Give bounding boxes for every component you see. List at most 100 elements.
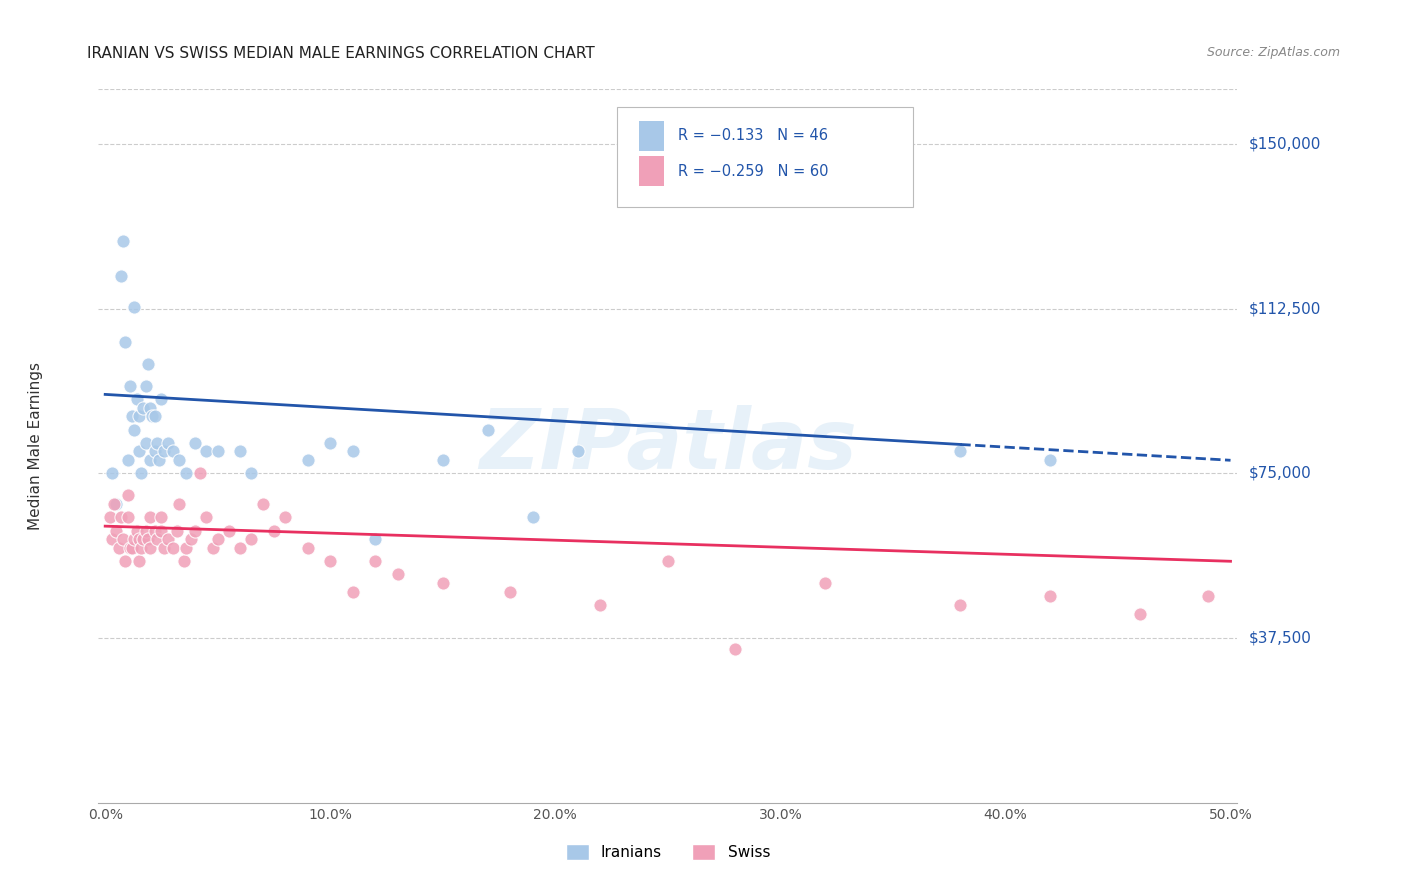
Point [166, 524, 188, 538]
Point [136, 533, 159, 547]
Point [132, 533, 155, 547]
Point [143, 444, 166, 458]
Point [150, 510, 173, 524]
Point [240, 467, 263, 481]
Point [135, 524, 157, 538]
Point [188, 467, 211, 481]
Point [128, 533, 150, 547]
Point [141, 409, 163, 424]
Point [152, 541, 174, 555]
Point [143, 409, 166, 424]
Point [499, 585, 522, 599]
Point [218, 524, 240, 538]
Point [202, 541, 225, 555]
Point [364, 554, 387, 568]
Point [110, 268, 132, 283]
Point [387, 567, 409, 582]
Text: $150,000: $150,000 [1249, 136, 1320, 152]
Text: $37,500: $37,500 [1249, 631, 1312, 646]
Point [1039, 590, 1062, 604]
Point [112, 533, 135, 547]
Point [814, 576, 837, 591]
Point [117, 453, 139, 467]
Point [319, 554, 342, 568]
Point [117, 488, 139, 502]
Text: IRANIAN VS SWISS MEDIAN MALE EARNINGS CORRELATION CHART: IRANIAN VS SWISS MEDIAN MALE EARNINGS CO… [87, 46, 595, 62]
Point [319, 435, 342, 450]
Point [101, 467, 124, 481]
Point [229, 541, 252, 555]
Point [114, 334, 136, 349]
Point [118, 541, 141, 555]
Point [146, 533, 169, 547]
Point [169, 453, 191, 467]
Legend: Iranians, Swiss: Iranians, Swiss [560, 838, 776, 866]
Point [274, 510, 297, 524]
Point [121, 541, 143, 555]
Point [342, 585, 364, 599]
Point [124, 423, 146, 437]
Point [125, 524, 148, 538]
Point [146, 435, 169, 450]
Point [174, 467, 197, 481]
Point [128, 409, 150, 424]
Point [195, 444, 218, 458]
Point [184, 435, 207, 450]
Point [148, 453, 170, 467]
Point [152, 444, 174, 458]
Text: R = −0.259   N = 60: R = −0.259 N = 60 [678, 164, 828, 178]
Point [129, 541, 152, 555]
Point [364, 533, 387, 547]
Point [135, 378, 157, 392]
Point [121, 409, 143, 424]
Point [949, 598, 972, 612]
Point [114, 554, 136, 568]
Point [589, 598, 612, 612]
Point [1197, 590, 1219, 604]
Point [118, 378, 141, 392]
Text: R = −0.133   N = 46: R = −0.133 N = 46 [678, 128, 828, 143]
FancyBboxPatch shape [640, 156, 665, 186]
Point [98, 510, 121, 524]
Point [157, 435, 180, 450]
Point [229, 444, 252, 458]
Point [124, 300, 146, 314]
Point [1039, 453, 1062, 467]
Point [117, 510, 139, 524]
Point [105, 524, 128, 538]
Point [150, 392, 173, 406]
Point [180, 533, 202, 547]
Text: $75,000: $75,000 [1249, 466, 1312, 481]
Point [567, 444, 589, 458]
Point [150, 524, 173, 538]
Point [125, 392, 148, 406]
Point [135, 435, 157, 450]
Point [101, 533, 124, 547]
Point [342, 444, 364, 458]
Point [522, 510, 544, 524]
Point [263, 524, 285, 538]
Point [128, 554, 150, 568]
Point [1129, 607, 1152, 621]
Point [477, 423, 499, 437]
Point [169, 497, 191, 511]
Point [297, 541, 319, 555]
Point [128, 444, 150, 458]
Point [195, 510, 218, 524]
Point [173, 554, 195, 568]
FancyBboxPatch shape [617, 107, 912, 207]
Point [143, 524, 166, 538]
Point [136, 357, 159, 371]
Text: Median Male Earnings: Median Male Earnings [28, 362, 44, 530]
Point [105, 497, 128, 511]
Point [432, 576, 454, 591]
Point [184, 524, 207, 538]
Point [139, 541, 162, 555]
Point [297, 453, 319, 467]
Point [112, 234, 135, 248]
Point [132, 401, 155, 415]
Point [240, 533, 263, 547]
Point [432, 453, 454, 467]
Point [110, 510, 132, 524]
Point [103, 497, 125, 511]
